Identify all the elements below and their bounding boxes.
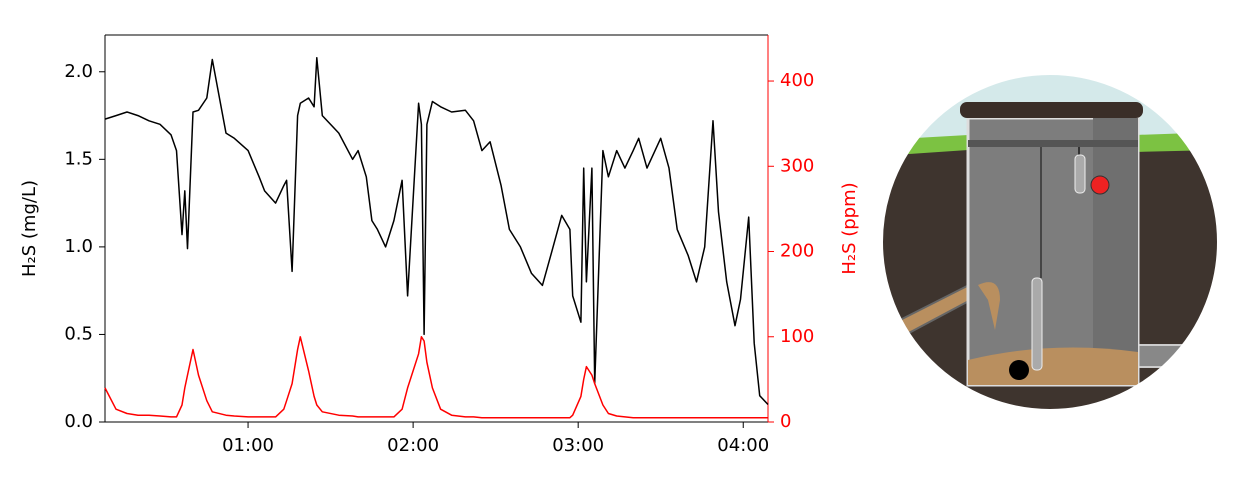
y-tick-label: 0.0 <box>64 411 93 432</box>
y2-tick-label: 100 <box>780 326 814 347</box>
x-tick-label: 02:00 <box>387 435 439 456</box>
y2-axis-label: H₂S (ppm) <box>839 182 860 274</box>
illustration-border <box>881 73 1219 411</box>
x-tick-label: 01:00 <box>222 435 274 456</box>
y-tick-label: 1.5 <box>64 148 93 169</box>
y-tick-label: 1.0 <box>64 236 93 257</box>
data-line <box>104 336 768 419</box>
y2-tick-label: 400 <box>780 70 814 91</box>
y2-tick-label: 200 <box>780 241 814 262</box>
x-tick-label: 04:00 <box>717 435 769 456</box>
x-tick-label: 03:00 <box>552 435 604 456</box>
y2-tick-label: 300 <box>780 155 814 176</box>
data-line <box>104 57 769 406</box>
y2-tick-label: 0 <box>780 411 791 432</box>
y-tick-label: 0.5 <box>64 323 93 344</box>
manhole-illustration <box>882 74 1218 410</box>
y-tick-label: 2.0 <box>64 61 93 82</box>
y-axis-label: H₂S (mg/L) <box>19 180 40 277</box>
